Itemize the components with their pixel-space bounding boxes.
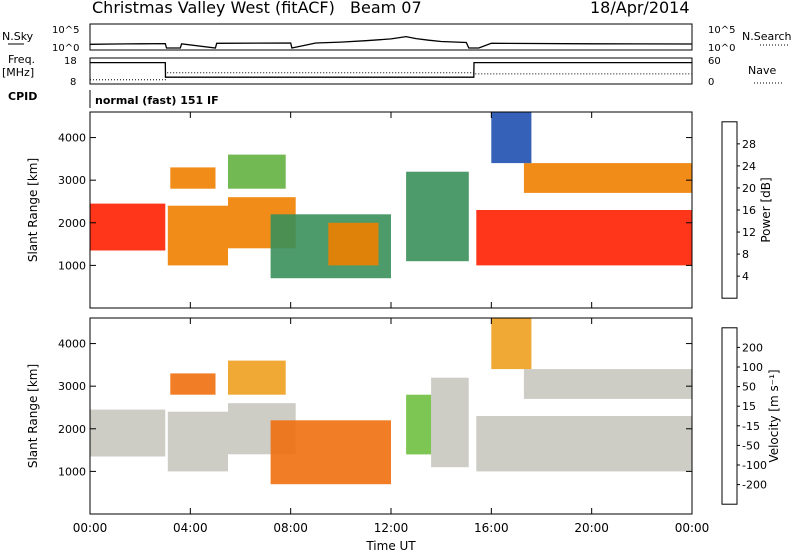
- colorbar-tick-label: 200: [742, 341, 763, 354]
- station-title: Christmas Valley West (fitACF): [92, 0, 335, 17]
- colorbar-tick-label: 16: [742, 204, 756, 217]
- colorbar-tick-label: -200: [742, 479, 767, 492]
- y-tick-label: 2000: [58, 423, 86, 436]
- y-tick-label: 1000: [58, 259, 86, 272]
- colorbar-tick-label: 100: [742, 361, 763, 374]
- freq-tick-right-bottom: 0: [708, 77, 714, 88]
- nsearch-label: N.Search: [742, 30, 792, 43]
- colorbar-tick-label: 50: [742, 381, 756, 394]
- echo-region: [228, 154, 286, 189]
- colorbar-tick-label: 28: [742, 138, 756, 151]
- nave-label: Nave: [748, 64, 776, 77]
- power-colorbar-label: Power [dB]: [759, 177, 773, 242]
- time-axis-label: Time UT: [365, 539, 416, 553]
- colorbar-tick-label: 4: [742, 270, 749, 283]
- freq-panel-frame: [89, 57, 693, 85]
- echo-region: [90, 409, 166, 457]
- cpid-value: normal (fast) 151 IF: [95, 94, 219, 107]
- colorbar-tick-label: 24: [742, 160, 756, 173]
- echo-region: [523, 163, 692, 193]
- nsky-tick-right-top: 10^5: [708, 25, 735, 36]
- echo-region: [491, 318, 532, 370]
- colorbar-tick-label: 15: [742, 400, 756, 413]
- x-tick-label: 00:00: [675, 521, 710, 535]
- x-tick-label: 20:00: [574, 521, 609, 535]
- cpid-label: CPID: [8, 90, 37, 103]
- x-tick-label: 04:00: [173, 521, 208, 535]
- echo-region: [228, 360, 286, 395]
- echo-region: [406, 171, 469, 262]
- y-tick-label: 3000: [58, 174, 86, 187]
- y-tick-label: 4000: [58, 338, 86, 351]
- x-tick-label: 08:00: [273, 521, 308, 535]
- colorbar-tick-label: 8: [742, 248, 749, 261]
- echo-region: [431, 377, 469, 468]
- nsky-tick-left-top: 10^5: [52, 25, 79, 36]
- beam-label: Beam 07: [350, 0, 422, 17]
- nsky-panel-frame: [89, 23, 693, 51]
- y-tick-label: 4000: [58, 132, 86, 145]
- freq-unit-label: [MHz]: [2, 66, 34, 79]
- nsky-label: N.Sky: [2, 30, 34, 43]
- y-tick-label: 1000: [58, 465, 86, 478]
- velocity-ylabel: Slant Range [km]: [26, 364, 40, 468]
- nsky-tick-left-bottom: 10^0: [52, 43, 79, 54]
- colorbar-tick-label: 12: [742, 226, 756, 239]
- echo-region: [476, 416, 692, 472]
- colorbar-tick-label: -100: [742, 459, 767, 472]
- x-tick-label: 16:00: [474, 521, 509, 535]
- colorbar-frame: [721, 327, 738, 505]
- y-tick-label: 3000: [58, 380, 86, 393]
- echo-region: [328, 222, 379, 266]
- freq-tick-right-top: 60: [708, 56, 721, 67]
- y-tick-label: 2000: [58, 217, 86, 230]
- echo-region: [167, 411, 228, 472]
- echo-region: [270, 420, 391, 485]
- echo-region: [491, 112, 532, 164]
- echo-region: [90, 203, 166, 251]
- x-tick-label: 12:00: [374, 521, 409, 535]
- colorbar-tick-label: -50: [742, 439, 760, 452]
- colorbar-frame: [721, 121, 738, 299]
- echo-region: [170, 373, 216, 395]
- echo-region: [523, 369, 692, 399]
- freq-label: Freq.: [8, 53, 35, 66]
- echo-region: [406, 394, 432, 455]
- date-label: 18/Apr/2014: [590, 0, 690, 17]
- nave-series-line: [90, 72, 692, 81]
- nsky-tick-right-bottom: 10^0: [708, 43, 735, 54]
- velocity-colorbar-label: Velocity [m s⁻¹]: [767, 369, 781, 462]
- x-tick-label: 00:00: [73, 521, 108, 535]
- echo-region: [167, 205, 228, 266]
- freq-series-line: [90, 61, 692, 78]
- power-ylabel: Slant Range [km]: [26, 158, 40, 262]
- freq-tick-left-top: 18: [64, 56, 77, 67]
- echo-region: [476, 210, 692, 266]
- echo-region: [170, 167, 216, 189]
- nsky-series-line: [89, 35, 693, 49]
- freq-tick-left-bottom: 8: [70, 77, 76, 88]
- colorbar-tick-label: 20: [742, 182, 756, 195]
- colorbar-tick-label: -15: [742, 420, 760, 433]
